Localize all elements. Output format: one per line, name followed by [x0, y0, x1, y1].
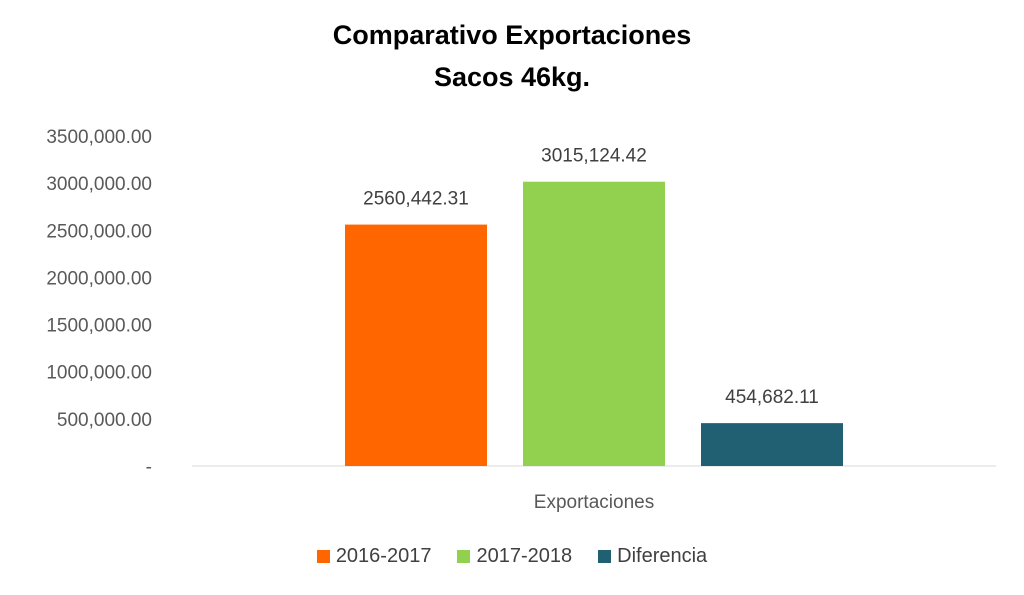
- bars: [345, 181, 843, 466]
- legend-swatch: [316, 550, 330, 563]
- legend-item-2: 2017-2018: [457, 545, 572, 568]
- chart-subtitle: Sacos 46kg.: [433, 62, 591, 92]
- y-tick-label: 1000,000.00: [46, 363, 152, 384]
- y-tick-label: 500,000.00: [57, 410, 152, 431]
- bar-3: [701, 423, 843, 466]
- y-tick-label: 3000,000.00: [46, 174, 152, 195]
- bar-2: [523, 181, 665, 466]
- y-tick-label: 2000,000.00: [46, 268, 152, 289]
- data-labels: 2560,442.31 3015,124.42 454,682.11: [363, 146, 819, 408]
- y-tick-label: 1500,000.00: [46, 316, 152, 337]
- legend-swatch: [457, 550, 471, 563]
- y-tick-label: -: [146, 457, 152, 478]
- data-label-1: 2560,442.31: [363, 189, 469, 210]
- legend-label: Diferencia: [617, 545, 708, 567]
- y-axis: - 500,000.00 1000,000.00 1500,000.00 2000,00…: [46, 127, 152, 478]
- legend: 2016-2017 2017-2018 Diferencia: [0, 545, 1024, 568]
- y-tick-label: 3500,000.00: [46, 127, 152, 148]
- chart-title: Comparativo Exportaciones: [332, 20, 692, 50]
- legend-label: 2016-2017: [335, 545, 432, 567]
- x-category-label: Exportaciones: [534, 492, 654, 513]
- legend-item-1: 2016-2017: [316, 545, 432, 568]
- legend-label: 2017-2018: [476, 545, 573, 567]
- y-tick-label: 2500,000.00: [46, 221, 152, 242]
- data-label-2: 3015,124.42: [541, 146, 647, 167]
- bar-1: [345, 224, 487, 466]
- data-label-3: 454,682.11: [725, 387, 819, 408]
- legend-swatch: [598, 550, 612, 563]
- legend-item-3: Diferencia: [598, 545, 707, 568]
